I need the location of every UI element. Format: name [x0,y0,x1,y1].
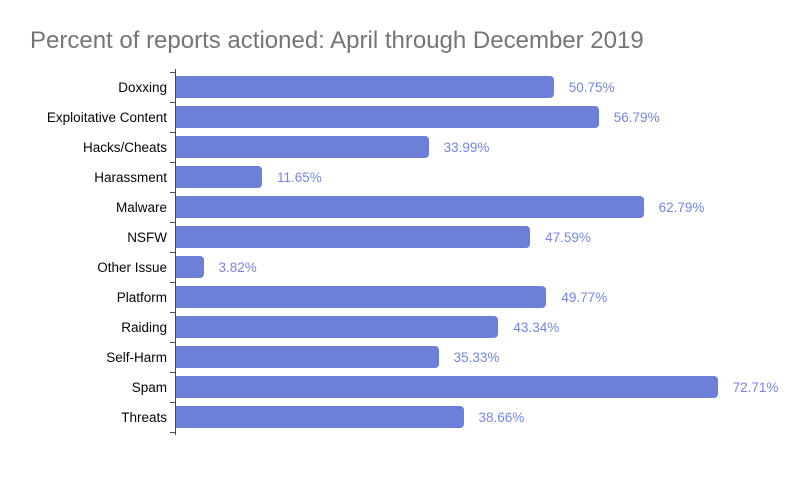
bar [175,376,718,398]
category-label: Doxxing [118,79,167,95]
category-label: Hacks/Cheats [82,139,167,155]
y-axis-line [175,69,176,435]
value-label: 11.65% [276,169,322,185]
bar-row: NSFW 47.59% [10,221,772,252]
bar [175,196,644,218]
bar-row: Hacks/Cheats 33.99% [10,131,772,162]
bar-row: Exploitative Content 56.79% [10,101,772,132]
bar [175,226,531,248]
value-label: 3.82% [218,259,257,275]
value-label: 72.71% [732,379,779,395]
bar-row: Spam 72.71% [10,371,778,402]
bar-zone: 33.99% [170,131,772,162]
bar-zone: 49.77% [170,281,772,312]
bar-zone: 43.34% [170,311,772,342]
value-label: 49.77% [561,289,608,305]
bar [175,406,464,428]
bar-zone: 50.75% [170,71,772,102]
bar [175,346,439,368]
bar-row: Other Issue 3.82% [10,251,772,282]
bar [175,286,547,308]
bar-zone: 38.66% [170,401,772,433]
bar-zone: 47.59% [170,221,772,252]
bar [175,76,554,98]
bar [175,256,204,278]
bar [175,166,262,188]
value-label: 38.66% [478,409,525,425]
category-label: Exploitative Content [46,109,167,125]
bar-row: Malware 62.79% [10,191,772,222]
bar-zone: 35.33% [170,341,772,372]
value-label: 50.75% [568,79,615,95]
value-label: 43.34% [513,319,560,335]
bar-rows: Doxxing 50.75% Exploitative Content 56.7… [10,71,778,433]
bar-zone: 3.82% [170,251,772,282]
chart-title: Percent of reports actioned: April throu… [30,27,644,54]
category-label: Spam [131,379,167,395]
bar-zone: 11.65% [170,161,772,192]
bar-chart: Doxxing 50.75% Exploitative Content 56.7… [10,69,778,435]
value-label: 56.79% [613,109,660,125]
category-label: Other Issue [97,259,167,275]
category-label: Self-Harm [106,349,167,365]
bar-row: Doxxing 50.75% [10,71,772,102]
bar [175,136,429,158]
bar-row: Self-Harm 35.33% [10,341,772,372]
value-label: 33.99% [443,139,490,155]
bar [175,106,599,128]
bar-zone: 62.79% [170,191,772,222]
category-label: Platform [116,289,167,305]
category-label: Threats [121,409,167,425]
category-label: Raiding [121,319,167,335]
category-label: Harassment [94,169,167,185]
value-label: 47.59% [545,229,591,245]
category-label: Malware [115,199,167,215]
value-label: 35.33% [453,349,500,365]
bar [175,316,499,338]
bar-row: Raiding 43.34% [10,311,772,342]
category-label: NSFW [127,229,167,245]
value-label: 62.79% [658,199,705,215]
bar-zone: 72.71% [170,371,778,402]
bar-row: Platform 49.77% [10,281,772,312]
bar-zone: 56.79% [170,101,772,132]
bar-row: Threats 38.66% [10,401,772,433]
bar-row: Harassment 11.65% [10,161,772,192]
